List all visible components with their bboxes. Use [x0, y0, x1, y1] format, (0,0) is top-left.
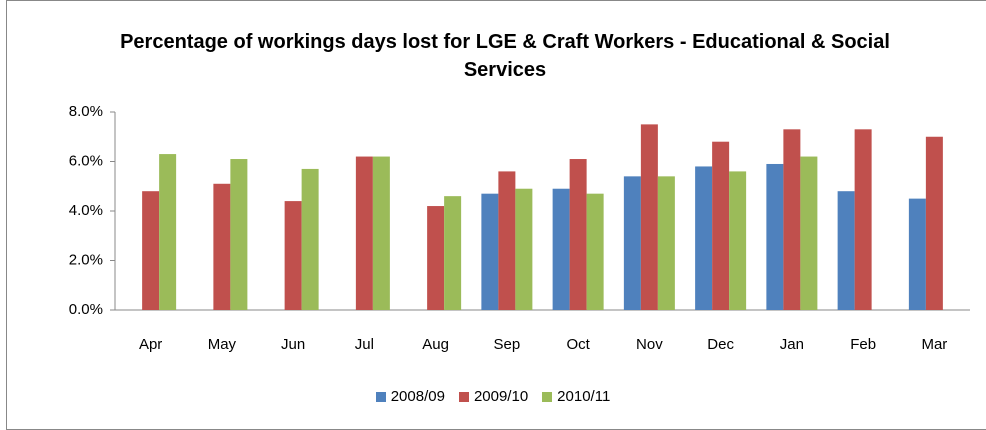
bar	[284, 201, 302, 310]
legend-label: 2009/10	[473, 388, 529, 405]
bar	[444, 196, 462, 310]
bar	[925, 136, 943, 310]
y-tick-label: 6.0%	[69, 152, 103, 169]
bar	[515, 188, 533, 310]
legend-item: 2008/09	[375, 388, 445, 405]
bar	[623, 176, 641, 310]
bar	[213, 183, 231, 310]
y-tick-label: 0.0%	[69, 301, 103, 318]
bar	[586, 193, 604, 310]
bar	[695, 166, 713, 310]
legend-swatch	[375, 391, 386, 402]
legend-label: 2010/11	[557, 388, 611, 405]
x-tick-label: Sep	[494, 336, 521, 353]
x-tick-label: Oct	[566, 336, 590, 353]
y-tick-label: 4.0%	[69, 202, 103, 219]
bar	[837, 191, 855, 310]
legend-item: 2010/11	[542, 388, 610, 405]
x-tick-label: Dec	[707, 336, 734, 353]
bar	[908, 198, 926, 310]
legend-swatch	[542, 391, 553, 402]
bar	[230, 159, 248, 310]
bar	[552, 188, 570, 310]
legend-item: 2009/10	[458, 388, 529, 405]
y-tick-label: 2.0%	[69, 251, 103, 268]
bar	[498, 171, 516, 310]
bar	[159, 154, 177, 310]
legend: 2008/09 2009/10 2010/11	[0, 388, 986, 405]
x-tick-label: Apr	[139, 336, 162, 353]
x-tick-label: Nov	[636, 336, 663, 353]
bar	[569, 159, 587, 310]
x-tick-label: May	[208, 336, 237, 353]
x-tick-label: Aug	[422, 336, 449, 353]
x-tick-label: Mar	[921, 336, 947, 353]
bar	[783, 129, 801, 310]
x-tick-label: Jun	[281, 336, 305, 353]
x-tick-label: Jul	[355, 336, 374, 353]
bar	[854, 129, 872, 310]
chart-title: Percentage of workings days lost for LGE…	[120, 31, 890, 81]
x-tick-label: Jan	[780, 336, 804, 353]
bar	[427, 206, 445, 310]
bar	[481, 193, 499, 310]
bar	[640, 124, 658, 310]
bar	[766, 163, 784, 310]
bar	[657, 176, 675, 310]
bar	[729, 171, 747, 310]
bar	[800, 156, 818, 310]
bar	[355, 156, 373, 310]
legend-label: 2008/09	[390, 388, 445, 405]
legend-swatch	[458, 391, 469, 402]
bar	[712, 141, 730, 310]
bar	[301, 168, 319, 310]
bar	[142, 191, 160, 310]
y-tick-label: 8.0%	[69, 103, 103, 120]
bar	[372, 156, 390, 310]
x-tick-label: Feb	[850, 336, 876, 353]
